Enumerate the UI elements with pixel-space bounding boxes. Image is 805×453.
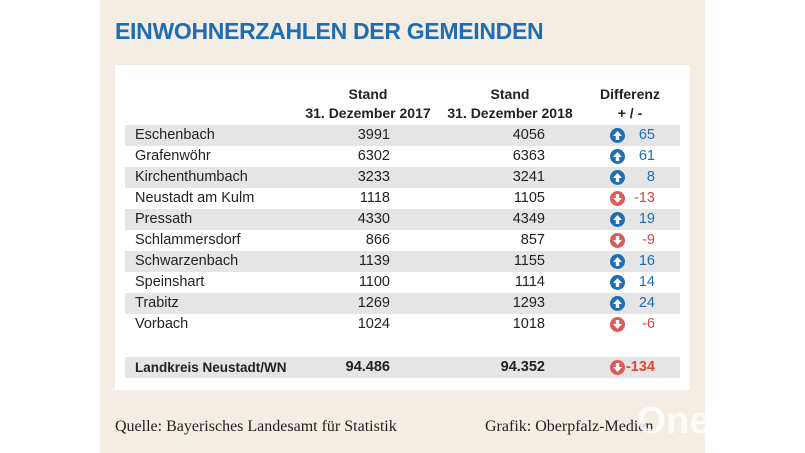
- value-2017: 1118: [359, 190, 390, 206]
- value-2017: 1139: [358, 253, 390, 269]
- diff-arrow: [610, 296, 625, 311]
- diff-value: 24: [638, 295, 655, 311]
- value-2017: 3233: [357, 169, 390, 185]
- diff-arrow: [610, 128, 625, 143]
- value-2018: 1114: [514, 274, 545, 290]
- name-cell: Speinshart: [135, 274, 205, 290]
- value-2018: 1105: [513, 190, 545, 206]
- diff-arrow: [610, 275, 625, 290]
- diff-value: -9: [642, 232, 655, 248]
- arrow-icon: [613, 215, 622, 224]
- table-row: Vorbach 1024 1018 -6: [125, 314, 680, 335]
- diff-arrow: [610, 149, 625, 164]
- value-2017: 3991: [357, 127, 390, 143]
- diff-arrow: [610, 191, 625, 206]
- table-row: Kirchenthumbach 3233 3241 8: [125, 167, 680, 188]
- arrow-icon: [613, 173, 622, 182]
- name-cell: Kirchenthumbach: [135, 169, 248, 185]
- diff-value: -134: [625, 359, 655, 375]
- value-2018: 3241: [512, 169, 545, 185]
- diff-arrow: [610, 254, 625, 269]
- value-2017: 4330: [357, 211, 390, 227]
- header-line: 31. Dezember 2018: [447, 105, 573, 121]
- name-cell: Eschenbach: [135, 127, 215, 143]
- value-2018: 1293: [512, 295, 545, 311]
- diff-value: -6: [642, 316, 655, 332]
- name-cell: Vorbach: [135, 316, 189, 332]
- table-row: Landkreis Neustadt/WN 94.486 94.352 -134: [125, 357, 680, 378]
- diff-arrow: [610, 170, 625, 185]
- value-2018: 1155: [513, 253, 545, 269]
- column-header: Differenz + / -: [555, 85, 705, 123]
- diff-value: 16: [638, 253, 655, 269]
- arrow-icon: [613, 299, 622, 308]
- name-cell: Pressath: [135, 211, 193, 227]
- table-row: Eschenbach 3991 4056 65: [125, 125, 680, 146]
- arrow-icon: [613, 194, 622, 203]
- diff-arrow: [610, 317, 625, 332]
- header-line: + / -: [617, 105, 643, 121]
- arrow-icon: [613, 363, 622, 372]
- name-cell: Landkreis Neustadt/WN: [135, 360, 287, 375]
- arrow-icon: [613, 236, 622, 245]
- arrow-icon: [613, 152, 622, 161]
- value-2017: 6302: [357, 148, 390, 164]
- column-header: Stand 31. Dezember 2017: [293, 85, 443, 123]
- diff-arrow: [610, 360, 625, 375]
- arrow-icon: [613, 131, 622, 140]
- diff-arrow: [610, 233, 625, 248]
- value-2018: 4056: [512, 127, 545, 143]
- table-row: Neustadt am Kulm 1118 1105 -13: [125, 188, 680, 209]
- diff-value: 61: [638, 148, 655, 164]
- value-2017: 1024: [357, 316, 390, 332]
- arrow-icon: [613, 320, 622, 329]
- name-cell: Schlammersdorf: [135, 232, 241, 248]
- table-row: Grafenwöhr 6302 6363 61: [125, 146, 680, 167]
- name-cell: Trabitz: [135, 295, 179, 311]
- arrow-icon: [613, 257, 622, 266]
- diff-arrow: [610, 212, 625, 227]
- panel: EINWOHNERZAHLEN DER GEMEINDEN Stand 31. D…: [100, 0, 705, 453]
- header-line: 31. Dezember 2017: [305, 105, 431, 121]
- value-2018: 857: [520, 232, 545, 248]
- diff-value: 14: [638, 274, 655, 290]
- source: Quelle: Bayerisches Landesamt für Statis…: [115, 418, 397, 435]
- watermark: Onetz.de: [636, 400, 797, 442]
- value-2017: 94.486: [345, 359, 390, 375]
- diff-value: 65: [638, 127, 655, 143]
- table-row: Pressath 4330 4349 19: [125, 209, 680, 230]
- arrow-icon: [613, 278, 622, 287]
- diff-value: 19: [638, 211, 655, 227]
- table-row: Schwarzenbach 1139 1155 16: [125, 251, 680, 272]
- column-header: Stand 31. Dezember 2018: [435, 85, 585, 123]
- value-2018: 94.352: [500, 359, 545, 375]
- diff-value: -13: [634, 190, 655, 206]
- diff-value: 8: [646, 169, 655, 185]
- header-line: Stand: [348, 86, 388, 102]
- header-line: Stand: [490, 86, 530, 102]
- title: EINWOHNERZAHLEN DER GEMEINDEN: [115, 18, 544, 44]
- table-row: Schlammersdorf 866 857 -9: [125, 230, 680, 251]
- table: Stand 31. Dezember 2017 Stand 31. Dezember …: [115, 65, 690, 390]
- value-2017: 866: [365, 232, 390, 248]
- value-2018: 1018: [512, 316, 545, 332]
- value-2018: 6363: [512, 148, 545, 164]
- name-cell: Grafenwöhr: [135, 148, 211, 164]
- value-2018: 4349: [512, 211, 545, 227]
- value-2017: 1100: [358, 274, 390, 290]
- table-row: Trabitz 1269 1293 24: [125, 293, 680, 314]
- name-cell: Schwarzenbach: [135, 253, 239, 269]
- name-cell: Neustadt am Kulm: [135, 190, 255, 206]
- table-row: Speinshart 1100 1114 14: [125, 272, 680, 293]
- value-2017: 1269: [357, 295, 390, 311]
- header-line: Differenz: [600, 86, 660, 102]
- credit: Grafik: Oberpfalz-Medien: [485, 418, 654, 435]
